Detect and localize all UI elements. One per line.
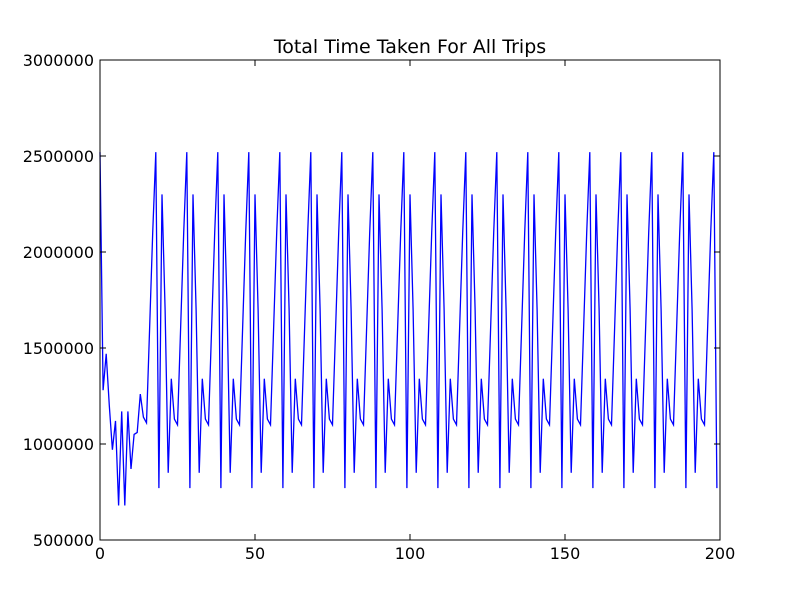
y-tick-label: 1000000 bbox=[23, 435, 94, 454]
y-axis: 500000 1000000 1500000 2000000 2500000 300000… bbox=[23, 51, 720, 550]
y-tick-label: 2500000 bbox=[23, 147, 94, 166]
y-tick-label: 1500000 bbox=[23, 339, 94, 358]
x-tick-label: 150 bbox=[550, 544, 581, 563]
chart-title: Total Time Taken For All Trips bbox=[273, 36, 546, 58]
series-line-0 bbox=[99, 152, 718, 506]
y-tick-label: 2000000 bbox=[23, 243, 94, 262]
y-tick-label: 500000 bbox=[33, 531, 94, 550]
x-axis: 0 50 100 150 200 bbox=[95, 60, 735, 563]
y-tick-label: 3000000 bbox=[23, 51, 94, 70]
plot-area bbox=[99, 152, 718, 506]
plot-frame bbox=[99, 59, 721, 541]
x-tick-label: 200 bbox=[705, 544, 736, 563]
x-tick-label: 0 bbox=[95, 544, 105, 563]
x-tick-label: 100 bbox=[395, 544, 426, 563]
x-tick-label: 50 bbox=[245, 544, 265, 563]
